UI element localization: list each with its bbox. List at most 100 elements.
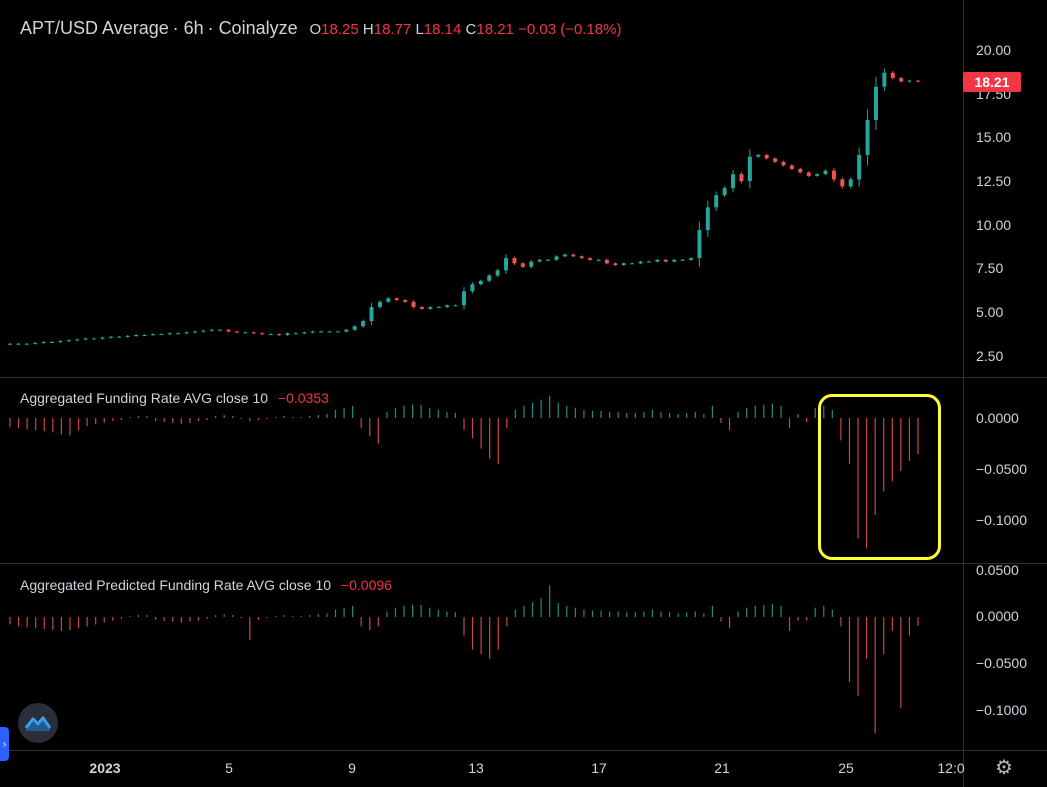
- data-source: Coinalyze: [218, 18, 298, 38]
- candle-body: [377, 301, 382, 308]
- candle-body: [83, 338, 88, 340]
- candle-body: [260, 333, 265, 335]
- funding-value: −0.0353: [277, 390, 329, 406]
- price-tick: 7.50: [976, 260, 1004, 276]
- pane-separator-1[interactable]: [0, 377, 1047, 378]
- ohlc-high-label: H: [362, 21, 374, 38]
- time-tick: 9: [348, 760, 356, 776]
- candle-body: [33, 342, 38, 344]
- candle-body: [663, 259, 668, 262]
- predicted-value: −0.0096: [340, 577, 392, 593]
- candle-body: [646, 261, 651, 263]
- ohlc-close-label: C: [465, 21, 477, 38]
- candle-body: [907, 80, 912, 82]
- funding-tick: −0.1000: [976, 512, 1027, 528]
- time-tick: 21: [714, 760, 730, 776]
- symbol-name[interactable]: APT/USD Average: [20, 18, 169, 38]
- ohlc-low: 18.14: [423, 21, 462, 38]
- candle-body: [781, 161, 786, 166]
- candle-body: [445, 305, 450, 308]
- candle-body: [453, 305, 458, 307]
- time-tick: 12:0: [937, 760, 965, 776]
- candle-body: [823, 170, 828, 175]
- candle-body: [150, 334, 155, 336]
- candle-body: [697, 230, 702, 259]
- ohlc-low-label: L: [415, 21, 424, 38]
- candle-body: [394, 298, 399, 301]
- predicted-legend[interactable]: Aggregated Predicted Funding Rate AVG cl…: [20, 577, 392, 593]
- chevron-right-icon[interactable]: ›: [0, 727, 9, 761]
- candle-body: [689, 258, 693, 260]
- candle-body: [285, 333, 290, 336]
- candle-body: [319, 331, 324, 333]
- candle-body: [92, 338, 97, 340]
- candle-body: [815, 174, 820, 176]
- candle-body: [209, 329, 214, 331]
- candle-body: [798, 168, 803, 173]
- predicted-title: Aggregated Predicted Funding Rate AVG cl…: [20, 577, 332, 593]
- time-tick: 17: [591, 760, 607, 776]
- candle-body: [167, 333, 172, 335]
- time-tick: 13: [468, 760, 484, 776]
- candle-body: [419, 307, 424, 309]
- candle-body: [327, 331, 332, 333]
- candle-body: [731, 174, 736, 189]
- candle-body: [655, 259, 660, 262]
- candle-body: [756, 154, 761, 157]
- last-price-tag: 18.21: [963, 72, 1021, 92]
- candle-body: [268, 334, 273, 336]
- candle-body: [411, 301, 416, 308]
- candle-body: [352, 326, 357, 330]
- candle-body: [66, 340, 71, 342]
- candle-body: [747, 156, 752, 182]
- candle-body: [512, 258, 517, 264]
- candle-body: [638, 261, 643, 264]
- time-tick: 2023: [89, 760, 121, 776]
- candle-body: [235, 331, 239, 333]
- candle-body: [882, 72, 887, 87]
- candle-body: [117, 336, 122, 338]
- candle-body: [8, 343, 12, 345]
- predicted-tick: −0.1000: [976, 702, 1027, 718]
- funding-tick: 0.0000: [976, 410, 1019, 426]
- candle-body: [520, 263, 525, 267]
- price-tick: 12.50: [976, 173, 1012, 189]
- candle-body: [386, 298, 391, 302]
- funding-title: Aggregated Funding Rate AVG close 10: [20, 390, 269, 406]
- interval[interactable]: 6h: [183, 18, 204, 38]
- gear-icon[interactable]: ⚙: [995, 757, 1013, 779]
- candle-body: [546, 259, 551, 261]
- ohlc-close: 18.21: [476, 21, 514, 38]
- price-tick: 2.50: [976, 348, 1004, 364]
- candle-body: [243, 332, 248, 334]
- candle-body: [621, 263, 626, 266]
- candle-body: [554, 256, 559, 260]
- candle-body: [125, 335, 130, 337]
- candle-body: [462, 291, 466, 306]
- candle-body: [680, 259, 685, 261]
- ohlc-open: 18.25: [321, 21, 359, 38]
- candle-body: [277, 334, 282, 336]
- pane-separator-2[interactable]: [0, 563, 1047, 564]
- candle-body: [739, 174, 744, 182]
- time-tick: 25: [838, 760, 854, 776]
- candle-body: [251, 332, 256, 334]
- candle-body: [478, 280, 483, 285]
- candle-body: [302, 332, 307, 334]
- candle-body: [344, 329, 349, 332]
- candle-body: [184, 332, 189, 334]
- funding-legend[interactable]: Aggregated Funding Rate AVG close 10 −0.…: [20, 390, 329, 406]
- candle-body: [58, 341, 63, 343]
- price-axis-border: [963, 0, 964, 787]
- candle-body: [361, 321, 366, 327]
- coinalyze-logo-icon[interactable]: [18, 703, 58, 743]
- candle-body: [579, 256, 584, 259]
- predicted-tick: 0.0000: [976, 608, 1019, 624]
- candle-body: [630, 263, 635, 265]
- candle-body: [41, 342, 46, 344]
- price-tick: 20.00: [976, 42, 1012, 58]
- candle-body: [840, 179, 845, 187]
- candle-body: [789, 165, 794, 169]
- time-axis-border: [0, 750, 1047, 751]
